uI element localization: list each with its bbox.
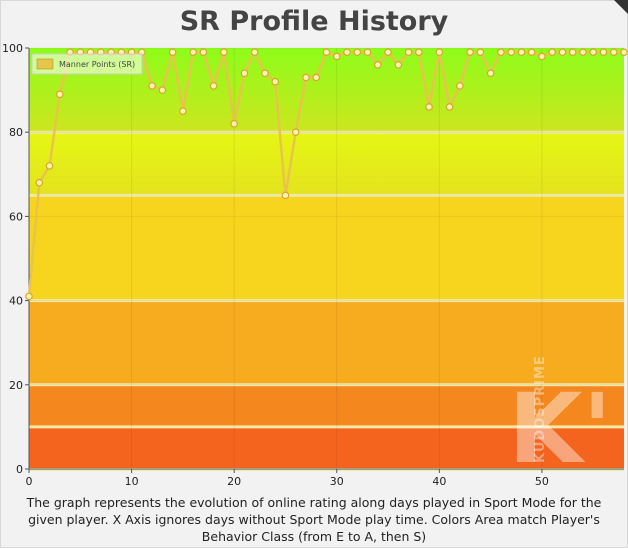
data-point-50 [538, 52, 546, 61]
data-point-30 [332, 52, 341, 61]
data-point-49 [527, 48, 536, 57]
data-point-51 [548, 48, 556, 57]
data-point-41 [445, 103, 454, 111]
data-point-47 [507, 48, 515, 57]
data-point-38 [415, 48, 423, 57]
data-point-55 [589, 48, 598, 57]
chart-title: SR Profile History [179, 6, 449, 37]
data-point-1 [35, 178, 44, 187]
y-tick-label-40: 40 [9, 295, 23, 308]
behavior-bands [29, 48, 624, 471]
data-point-25 [281, 191, 290, 200]
y-tick-label-20: 20 [9, 379, 23, 392]
data-point-43 [466, 48, 474, 57]
data-point-22 [250, 48, 259, 57]
x-tick-label-0: 0 [26, 475, 33, 488]
band-4 [29, 132, 624, 196]
data-point-46 [497, 48, 505, 57]
data-point-48 [517, 48, 526, 57]
data-point-36 [394, 61, 403, 69]
y-tick-label-80: 80 [9, 126, 23, 139]
chart-svg: K' KUDOSPRIME 0 20 40 60 80 100 0 10 20 30 40 50 Ma… [2, 42, 628, 488]
corner-decoration [614, 0, 628, 14]
data-point-28 [312, 73, 321, 82]
data-point-18 [209, 82, 218, 90]
legend: Manner Points (SR) [31, 53, 143, 75]
data-point-40 [435, 48, 444, 57]
legend-label: Manner Points (SR) [59, 60, 135, 69]
data-point-31 [343, 48, 351, 57]
y-tick-label-100: 100 [2, 42, 23, 55]
data-point-52 [558, 48, 567, 57]
data-point-26 [291, 128, 300, 137]
data-point-53 [568, 48, 577, 57]
data-point-45 [486, 69, 495, 78]
data-point-0 [25, 292, 33, 301]
band-1 [29, 384, 624, 427]
x-tick-label-50: 50 [535, 475, 549, 488]
x-tick-label-20: 20 [227, 475, 241, 488]
data-point-24 [271, 77, 280, 86]
data-point-56 [599, 48, 608, 57]
data-point-2 [45, 162, 54, 170]
data-point-29 [322, 48, 331, 57]
data-point-33 [363, 48, 372, 57]
y-tick-label-0: 0 [16, 463, 23, 476]
band-0 [29, 426, 624, 469]
band-3 [29, 195, 624, 301]
data-point-27 [302, 73, 310, 82]
data-point-17 [199, 48, 208, 57]
watermark-letter: K' [508, 373, 612, 485]
data-point-32 [353, 48, 362, 57]
data-point-13 [158, 86, 167, 94]
data-point-20 [230, 119, 238, 128]
chart-caption: The graph represents the evolution of on… [26, 495, 602, 544]
data-point-58 [620, 48, 628, 57]
band-2 [29, 300, 624, 385]
x-tick-label-30: 30 [330, 475, 344, 488]
series-points [25, 48, 628, 301]
data-point-57 [609, 48, 618, 57]
data-point-16 [189, 48, 197, 57]
kudosprime-watermark: K' KUDOSPRIME [508, 355, 612, 485]
data-point-44 [476, 48, 485, 57]
data-point-37 [404, 48, 413, 57]
x-tick-label-10: 10 [125, 475, 139, 488]
data-point-34 [373, 61, 382, 69]
data-point-39 [425, 103, 433, 111]
axes: 0 20 40 60 80 100 0 10 20 30 40 50 [2, 42, 624, 488]
data-point-23 [261, 69, 269, 78]
data-point-54 [579, 48, 587, 57]
data-point-21 [240, 69, 249, 78]
data-point-35 [384, 48, 392, 57]
data-point-42 [456, 82, 464, 90]
x-tick-label-40: 40 [432, 475, 446, 488]
data-point-3 [55, 90, 64, 99]
data-point-14 [168, 48, 177, 57]
y-tick-label-60: 60 [9, 210, 23, 223]
data-point-12 [148, 82, 156, 90]
data-point-19 [220, 48, 228, 57]
watermark-text: KUDOSPRIME [533, 355, 548, 463]
data-point-15 [179, 107, 187, 115]
legend-swatch [36, 58, 54, 70]
